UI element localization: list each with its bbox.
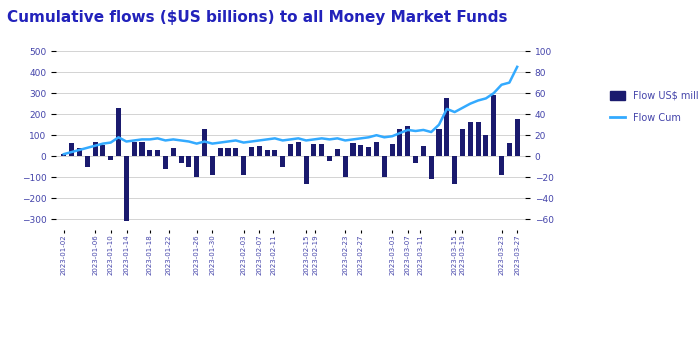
Bar <box>358 145 363 156</box>
Bar <box>186 156 191 167</box>
Bar <box>171 148 176 156</box>
Bar <box>257 146 262 156</box>
Bar <box>116 108 121 156</box>
Bar <box>514 119 519 156</box>
Bar <box>460 129 465 156</box>
Bar <box>398 129 402 156</box>
Bar <box>428 156 434 179</box>
Bar <box>327 156 332 162</box>
Bar <box>491 95 496 156</box>
Bar <box>374 142 379 156</box>
Bar <box>265 150 270 156</box>
Bar <box>405 126 410 156</box>
Bar <box>390 144 395 156</box>
Bar <box>413 156 418 163</box>
Bar <box>475 122 481 156</box>
Bar <box>312 144 316 156</box>
Bar <box>124 156 129 221</box>
Bar <box>444 98 449 156</box>
Bar <box>132 142 136 156</box>
Bar <box>77 148 82 156</box>
Text: Cumulative flows ($US billions) to all Money Market Funds: Cumulative flows ($US billions) to all M… <box>7 10 508 25</box>
Bar <box>147 150 153 156</box>
Bar <box>499 156 504 175</box>
Bar <box>437 129 442 156</box>
Bar <box>225 148 230 156</box>
Bar <box>351 143 356 156</box>
Bar <box>507 143 512 156</box>
Bar <box>241 156 246 175</box>
Bar <box>343 156 348 177</box>
Bar <box>163 156 168 169</box>
Bar <box>304 156 309 184</box>
Bar <box>452 156 457 184</box>
Bar <box>62 154 66 156</box>
Bar <box>92 142 97 156</box>
Bar <box>366 147 371 156</box>
Bar <box>69 143 74 156</box>
Bar <box>296 142 301 156</box>
Bar <box>249 147 254 156</box>
Bar <box>202 129 207 156</box>
Bar <box>85 156 90 167</box>
Bar <box>233 148 238 156</box>
Bar <box>272 150 277 156</box>
Bar <box>100 145 106 156</box>
Bar <box>280 156 285 167</box>
Bar <box>108 156 113 161</box>
Bar <box>421 146 426 156</box>
Bar <box>178 156 183 163</box>
Bar <box>484 135 489 156</box>
Bar <box>288 144 293 156</box>
Bar <box>218 148 223 156</box>
Bar <box>335 149 340 156</box>
Bar <box>468 122 472 156</box>
Bar <box>319 144 324 156</box>
Legend: Flow US$ mill, Flow Cum: Flow US$ mill, Flow Cum <box>610 91 699 123</box>
Bar <box>139 142 144 156</box>
Bar <box>194 156 199 177</box>
Bar <box>382 156 387 177</box>
Bar <box>155 150 160 156</box>
Bar <box>210 156 215 175</box>
